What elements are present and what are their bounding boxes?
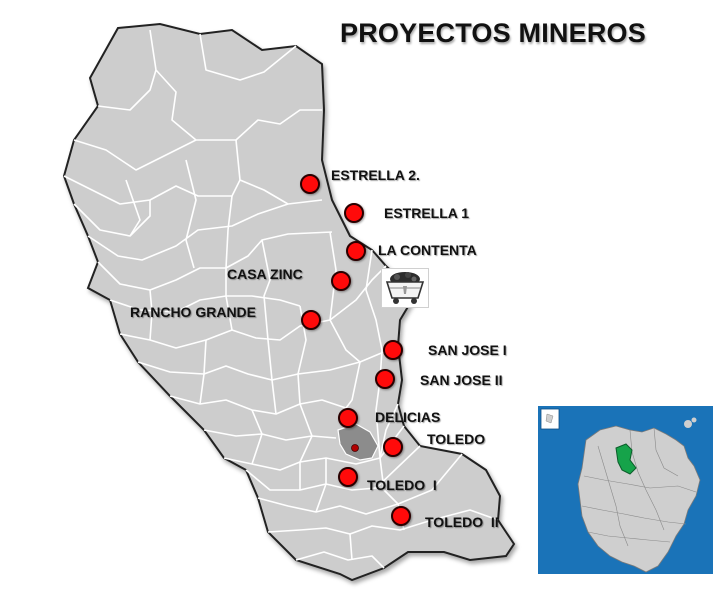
inset-colombia-shape bbox=[577, 425, 701, 573]
marker-rancho-grande[interactable] bbox=[301, 310, 321, 330]
municipality-borders bbox=[63, 29, 499, 569]
highlighted-municipality bbox=[337, 423, 379, 461]
label-estrella-2: ESTRELLA 2. bbox=[331, 167, 420, 183]
marker-casa-zinc[interactable] bbox=[331, 271, 351, 291]
marker-estrella-1[interactable] bbox=[344, 203, 364, 223]
marker-la-contenta[interactable] bbox=[346, 241, 366, 261]
label-san-jose-2: SAN JOSE II bbox=[420, 372, 503, 388]
marker-toledo[interactable] bbox=[383, 437, 403, 457]
label-estrella-1: ESTRELLA 1 bbox=[384, 205, 470, 221]
municipality-seat-dot bbox=[351, 444, 359, 452]
marker-san-jose-1[interactable] bbox=[383, 340, 403, 360]
colombia-inset-map bbox=[538, 406, 713, 574]
label-san-jose-1: SAN JOSE I bbox=[428, 342, 507, 358]
label-delicias: DELICIAS bbox=[375, 409, 441, 425]
marker-toledo-1[interactable] bbox=[338, 467, 358, 487]
inset-highlight-region bbox=[615, 443, 637, 475]
marker-delicias[interactable] bbox=[338, 408, 358, 428]
label-toledo-2: TOLEDO II bbox=[425, 514, 499, 530]
marker-estrella-2[interactable] bbox=[300, 174, 320, 194]
marker-toledo-2[interactable] bbox=[391, 506, 411, 526]
marker-san-jose-2[interactable] bbox=[375, 369, 395, 389]
label-la-contenta: LA CONTENTA bbox=[378, 242, 477, 258]
label-rancho-grande: RANCHO GRANDE bbox=[130, 304, 256, 320]
label-toledo: TOLEDO bbox=[427, 431, 486, 447]
map-title: PROYECTOS MINEROS bbox=[340, 18, 646, 48]
mine-cart-icon bbox=[381, 268, 429, 308]
label-toledo-1: TOLEDO I bbox=[367, 477, 437, 493]
label-casa-zinc: CASA ZINC bbox=[227, 266, 303, 282]
